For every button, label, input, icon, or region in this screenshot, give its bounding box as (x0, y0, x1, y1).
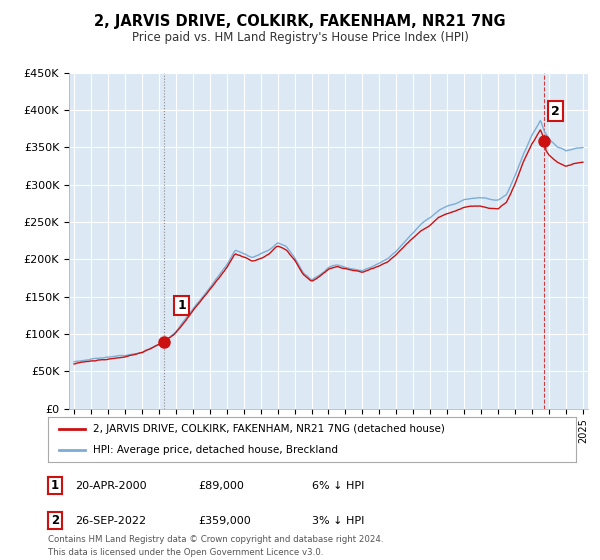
Text: £359,000: £359,000 (198, 516, 251, 526)
Text: 1: 1 (178, 298, 186, 312)
Text: Contains HM Land Registry data © Crown copyright and database right 2024.
This d: Contains HM Land Registry data © Crown c… (48, 535, 383, 557)
Text: HPI: Average price, detached house, Breckland: HPI: Average price, detached house, Brec… (93, 445, 338, 455)
Text: 26-SEP-2022: 26-SEP-2022 (75, 516, 146, 526)
Text: 3% ↓ HPI: 3% ↓ HPI (312, 516, 364, 526)
Text: £89,000: £89,000 (198, 480, 244, 491)
Text: 6% ↓ HPI: 6% ↓ HPI (312, 480, 364, 491)
Text: 2: 2 (51, 514, 59, 528)
Text: 2: 2 (551, 105, 560, 118)
Text: 2, JARVIS DRIVE, COLKIRK, FAKENHAM, NR21 7NG (detached house): 2, JARVIS DRIVE, COLKIRK, FAKENHAM, NR21… (93, 424, 445, 435)
Text: Price paid vs. HM Land Registry's House Price Index (HPI): Price paid vs. HM Land Registry's House … (131, 31, 469, 44)
Text: 2, JARVIS DRIVE, COLKIRK, FAKENHAM, NR21 7NG: 2, JARVIS DRIVE, COLKIRK, FAKENHAM, NR21… (94, 14, 506, 29)
Text: 1: 1 (51, 479, 59, 492)
Text: 20-APR-2000: 20-APR-2000 (75, 480, 146, 491)
